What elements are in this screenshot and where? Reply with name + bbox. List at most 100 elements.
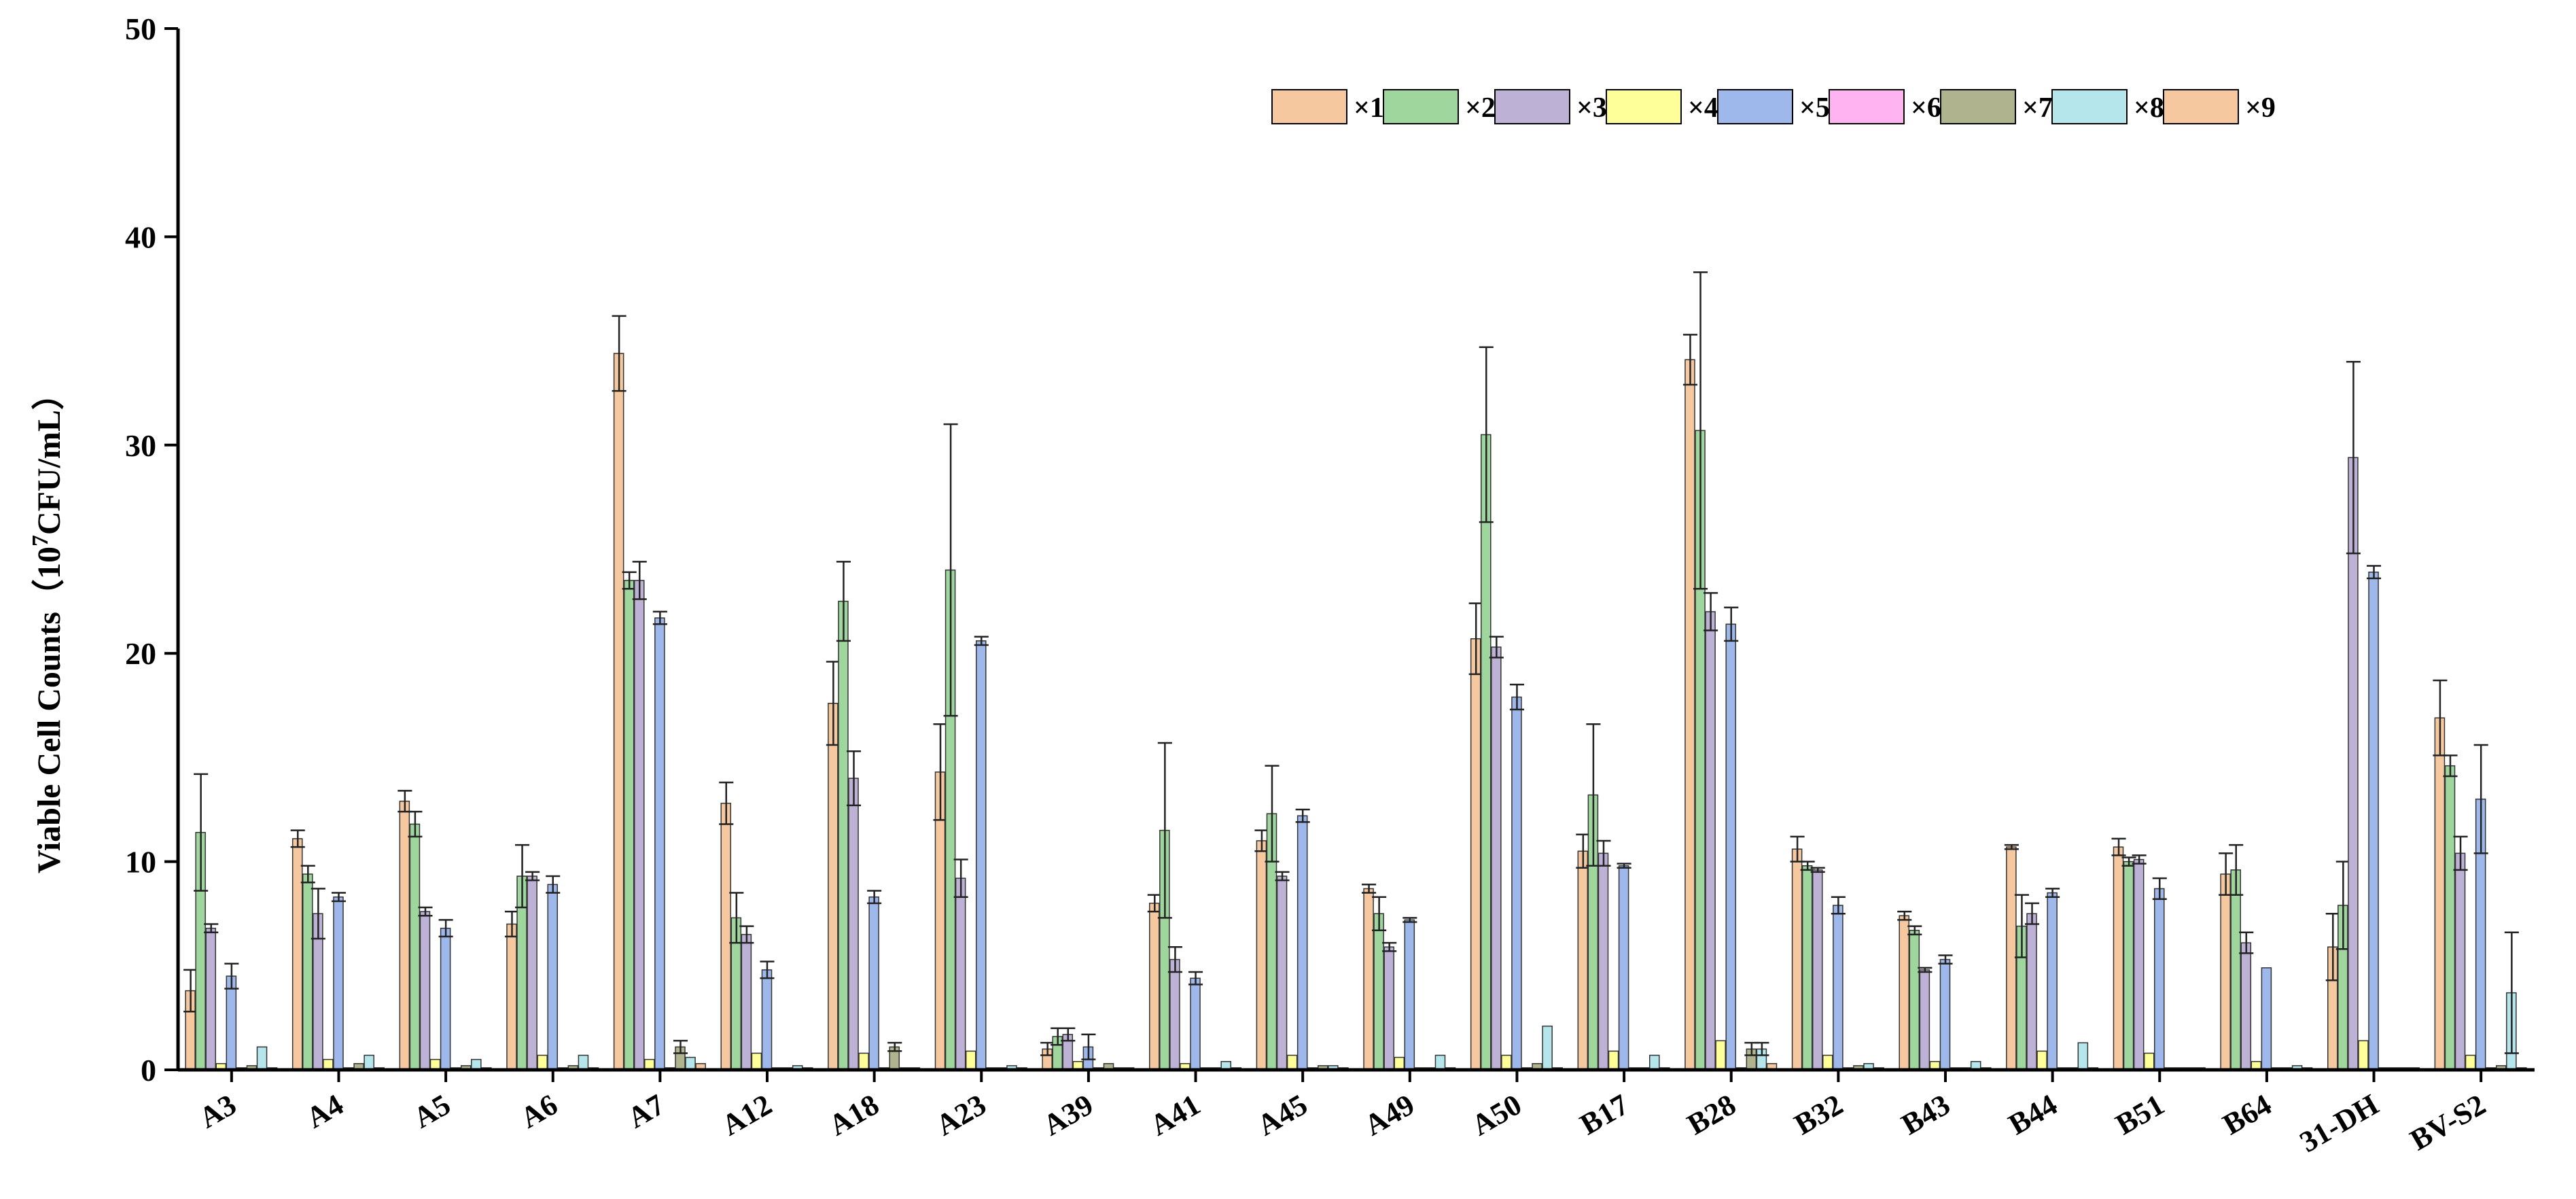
- bar-B51-series-3: [2133, 858, 2145, 1071]
- legend-swatch-9: [2163, 89, 2239, 124]
- legend-label-3: ×3: [1576, 92, 1607, 124]
- bar-A5-series-5: [440, 927, 451, 1071]
- bar-B17-series-4: [1608, 1050, 1619, 1071]
- bar-B51-series-5: [2153, 888, 2165, 1071]
- bar-B17-series-1: [1577, 850, 1589, 1071]
- bars-group: [183, 271, 2527, 1071]
- bar-A12-series-4: [751, 1052, 762, 1071]
- bar-A12-series-5: [761, 969, 773, 1071]
- bar-A45-series-1: [1256, 840, 1267, 1071]
- bar-A4-series-5: [333, 896, 344, 1071]
- bar-A18-series-3: [848, 778, 859, 1071]
- bar-BV-S2-series-1: [2434, 717, 2446, 1071]
- bar-A49-series-1: [1363, 888, 1374, 1071]
- bar-BV-S2-series-3: [2454, 852, 2466, 1071]
- x-tick-label: B44: [2003, 1088, 2063, 1141]
- bar-B17-series-8: [1648, 1054, 1660, 1071]
- bar-B28-series-4: [1715, 1040, 1726, 1071]
- legend-swatch-5: [1717, 89, 1793, 124]
- x-tick-label: A6: [515, 1088, 563, 1134]
- x-tick-label: B43: [1896, 1088, 1956, 1141]
- bar-B32-series-4: [1822, 1054, 1833, 1071]
- y-tick-label: 10: [125, 845, 156, 880]
- bar-A12-series-3: [741, 934, 752, 1071]
- x-ticks: A3 A4 A5 A6 A7 A12 A18 A23 A39 A41 A45 A49 A50 B17 B28…: [194, 1070, 2491, 1159]
- x-tick-label: A23: [930, 1088, 991, 1142]
- axes: [176, 29, 2535, 1072]
- bar-A50-series-1: [1470, 638, 1481, 1071]
- bar-BV-S2-series-2: [2444, 765, 2456, 1071]
- bar-A50-series-2: [1480, 434, 1492, 1071]
- bar-B32-series-5: [1833, 905, 1843, 1071]
- bar-A50-series-5: [1511, 696, 1522, 1071]
- bar-A7-series-8: [685, 1056, 696, 1071]
- legend-swatch-3: [1494, 89, 1570, 124]
- bar-B28-series-1: [1684, 359, 1695, 1071]
- bar-A3-series-5: [226, 975, 237, 1071]
- bar-A50-series-8: [1542, 1025, 1553, 1071]
- bar-A6-series-4: [537, 1054, 548, 1071]
- y-axis-label: Viable Cell Counts（107CFU/mL）: [28, 377, 67, 873]
- legend-swatch-6: [1829, 89, 1905, 124]
- bar-A41-series-3: [1169, 958, 1180, 1071]
- legend-swatch-1: [1271, 89, 1347, 124]
- bar-B51-series-4: [2143, 1052, 2155, 1071]
- bar-B51-series-2: [2123, 861, 2134, 1071]
- bar-A4-series-2: [302, 873, 313, 1071]
- bar-A50-series-4: [1501, 1054, 1512, 1071]
- x-tick-label: A41: [1144, 1088, 1205, 1142]
- bar-31-DH-series-4: [2358, 1040, 2369, 1071]
- x-tick-label: 31-DH: [2294, 1088, 2384, 1159]
- bar-B28-series-3: [1705, 611, 1716, 1071]
- legend-swatch-2: [1383, 89, 1459, 124]
- bar-A49-series-8: [1434, 1054, 1446, 1071]
- bar-B17-series-3: [1598, 852, 1609, 1071]
- bar-B51-series-1: [2113, 846, 2124, 1071]
- x-tick-label: A5: [408, 1088, 456, 1134]
- bar-B64-series-3: [2240, 942, 2252, 1071]
- legend-swatch-8: [2051, 89, 2128, 124]
- bar-A5-series-2: [409, 823, 421, 1071]
- bar-A49-series-3: [1383, 946, 1394, 1071]
- bar-B44-series-4: [2036, 1050, 2047, 1071]
- bar-B64-series-1: [2220, 873, 2231, 1071]
- x-tick-label: B17: [1574, 1088, 1634, 1141]
- y-tick-label: 40: [125, 220, 156, 254]
- legend-label-4: ×4: [1688, 92, 1718, 124]
- bar-B32-series-3: [1812, 869, 1823, 1071]
- legend-label-5: ×5: [1799, 92, 1830, 124]
- legend-swatch-4: [1606, 89, 1682, 124]
- legend-label-2: ×2: [1465, 92, 1496, 124]
- bar-B17-series-5: [1618, 865, 1629, 1071]
- bar-A50-series-3: [1491, 646, 1502, 1071]
- bar-A6-series-1: [506, 923, 517, 1071]
- bar-A18-series-2: [838, 600, 849, 1071]
- y-tick-label: 50: [125, 12, 156, 46]
- x-tick-label: A49: [1359, 1088, 1420, 1142]
- bar-A45-series-4: [1286, 1054, 1298, 1071]
- legend-label-9: ×9: [2245, 92, 2276, 124]
- bar-A6-series-3: [527, 875, 537, 1071]
- bar-B44-series-8: [2077, 1042, 2089, 1071]
- legend-swatch-7: [1940, 89, 2016, 124]
- legend-label-7: ×7: [2022, 92, 2053, 124]
- x-tick-label: A4: [300, 1088, 349, 1134]
- bar-A12-series-1: [720, 803, 732, 1071]
- bar-A41-series-1: [1149, 903, 1160, 1071]
- y-ticks: 0 10 20 30 40 50: [125, 12, 178, 1088]
- bar-A49-series-5: [1404, 919, 1415, 1071]
- bar-A49-series-2: [1373, 913, 1384, 1071]
- bar-A5-series-1: [399, 800, 410, 1071]
- y-tick-label: 30: [125, 428, 156, 463]
- bar-B43-series-2: [1909, 929, 1920, 1071]
- bar-A45-series-5: [1296, 815, 1308, 1071]
- y-tick-label: 20: [125, 636, 156, 671]
- bar-A49-series-4: [1394, 1056, 1405, 1071]
- x-tick-label: B28: [1682, 1088, 1742, 1141]
- bar-A45-series-3: [1276, 875, 1288, 1071]
- x-tick-label: A39: [1038, 1088, 1099, 1142]
- bar-B44-series-5: [2047, 892, 2058, 1071]
- bar-A7-series-5: [654, 617, 665, 1071]
- x-tick-label: A7: [622, 1088, 670, 1134]
- bar-B43-series-3: [1919, 969, 1930, 1071]
